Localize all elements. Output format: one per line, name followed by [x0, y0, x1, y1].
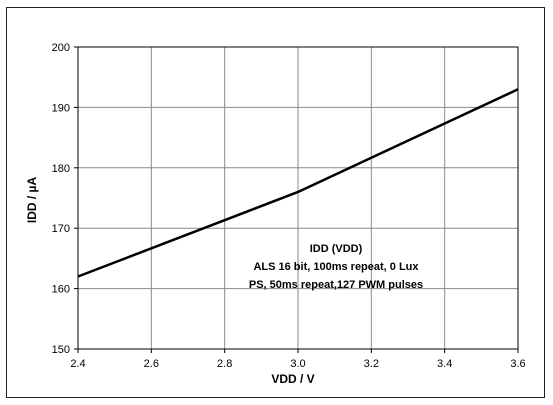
x-tick-label: 3.2: [364, 358, 379, 370]
annotation-line-3: PS, 50ms repeat,127 PWM pulses: [249, 279, 423, 291]
x-tick-label: 2.4: [70, 358, 85, 370]
chart-svg: 2.4 2.6 2.8 3.0 3.2 3.4 3.6 150 160 170 180 190 200…: [25, 42, 526, 386]
grid: [77, 46, 519, 350]
x-axis-label: VDD / V: [271, 372, 314, 386]
series-group: [77, 88, 519, 278]
y-axis-label: IDD / µA: [25, 177, 39, 224]
x-tick-label: 2.6: [144, 358, 159, 370]
x-tick-label: 2.8: [217, 358, 232, 370]
x-ticks: 2.4 2.6 2.8 3.0 3.2 3.4 3.6: [70, 349, 526, 370]
y-tick-label: 180: [52, 163, 70, 175]
x-tick-label: 3.6: [510, 358, 525, 370]
plot-area-border: [77, 46, 519, 350]
series-line-0: [77, 88, 519, 278]
y-ticks: 150 160 170 180 190 200: [52, 42, 78, 356]
y-tick-label: 150: [52, 344, 70, 356]
annotation-line-1: IDD (VDD): [310, 243, 363, 255]
annotation-line-2: ALS 16 bit, 100ms repeat, 0 Lux: [253, 261, 419, 273]
x-tick-label: 3.0: [290, 358, 305, 370]
y-tick-label: 200: [52, 42, 70, 54]
chart-frame: 2.4 2.6 2.8 3.0 3.2 3.4 3.6 150 160 170 180 190 200…: [6, 7, 545, 398]
y-tick-label: 170: [52, 223, 70, 235]
y-tick-label: 160: [52, 284, 70, 296]
y-tick-label: 190: [52, 102, 70, 114]
x-tick-label: 3.4: [437, 358, 452, 370]
